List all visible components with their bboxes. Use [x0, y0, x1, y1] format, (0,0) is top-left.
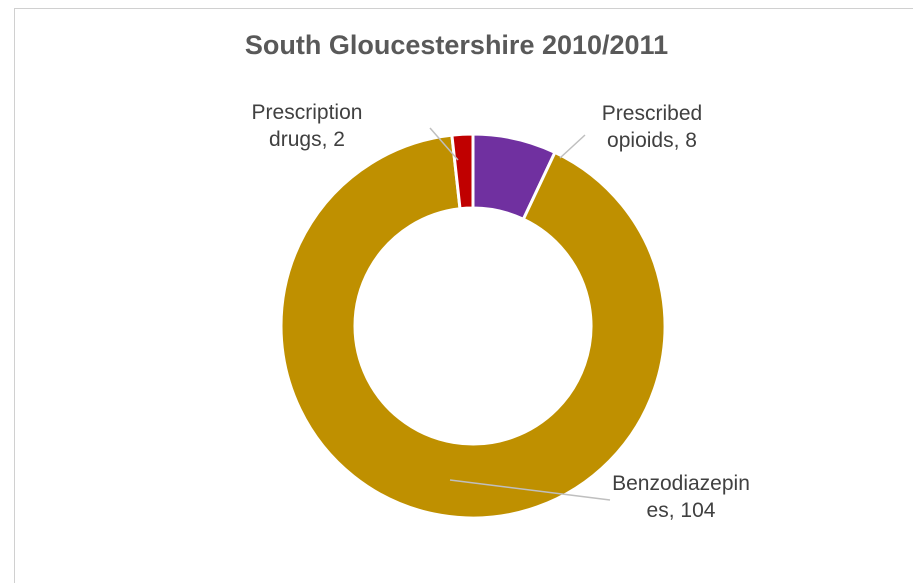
chart-title: South Gloucestershire 2010/2011 — [244, 30, 669, 60]
data-label: Benzodiazepin es, 104 — [612, 472, 750, 522]
data-label: Prescribed opioids, 8 — [602, 102, 702, 152]
leader-lines — [429, 127, 611, 501]
slice-benzodiazepines — [279, 133, 667, 520]
data-label: Prescription drugs, 2 — [252, 101, 363, 151]
leader-line — [429, 127, 459, 161]
data-labels: Prescribed opioids, 8 Benzodiazepin es, 104… — [252, 101, 750, 522]
slices — [279, 132, 667, 520]
leader-line — [559, 134, 586, 159]
slice-prescription-drugs — [450, 132, 475, 211]
leader-line — [449, 479, 611, 501]
chart-area — [14, 8, 913, 583]
